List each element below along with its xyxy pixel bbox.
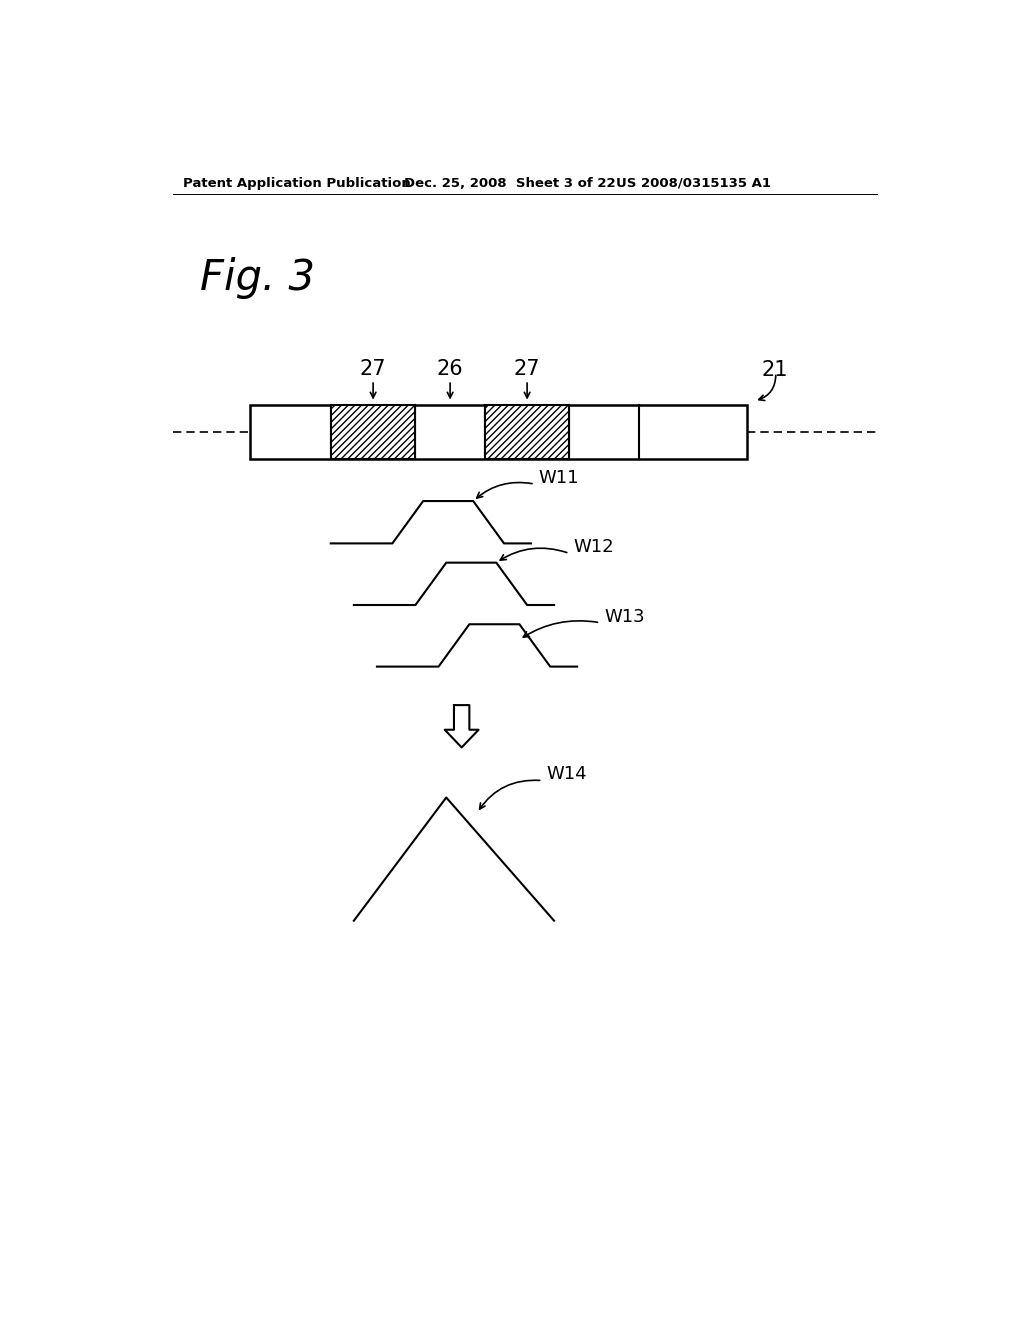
Text: W11: W11 (539, 469, 580, 487)
Text: W14: W14 (547, 766, 587, 783)
Text: 27: 27 (514, 359, 541, 379)
Text: Fig. 3: Fig. 3 (200, 257, 314, 298)
Text: 27: 27 (359, 359, 386, 379)
Text: W13: W13 (604, 607, 645, 626)
Bar (250, 405, 746, 459)
Text: US 2008/0315135 A1: US 2008/0315135 A1 (615, 177, 771, 190)
Bar (484, 405, 569, 459)
Bar (331, 405, 416, 459)
Text: W12: W12 (573, 539, 614, 556)
Bar (331, 405, 416, 459)
Text: 26: 26 (437, 359, 464, 379)
Bar (484, 405, 569, 459)
Text: Dec. 25, 2008  Sheet 3 of 22: Dec. 25, 2008 Sheet 3 of 22 (403, 177, 615, 190)
Text: 21: 21 (762, 360, 788, 380)
Text: Patent Application Publication: Patent Application Publication (183, 177, 411, 190)
